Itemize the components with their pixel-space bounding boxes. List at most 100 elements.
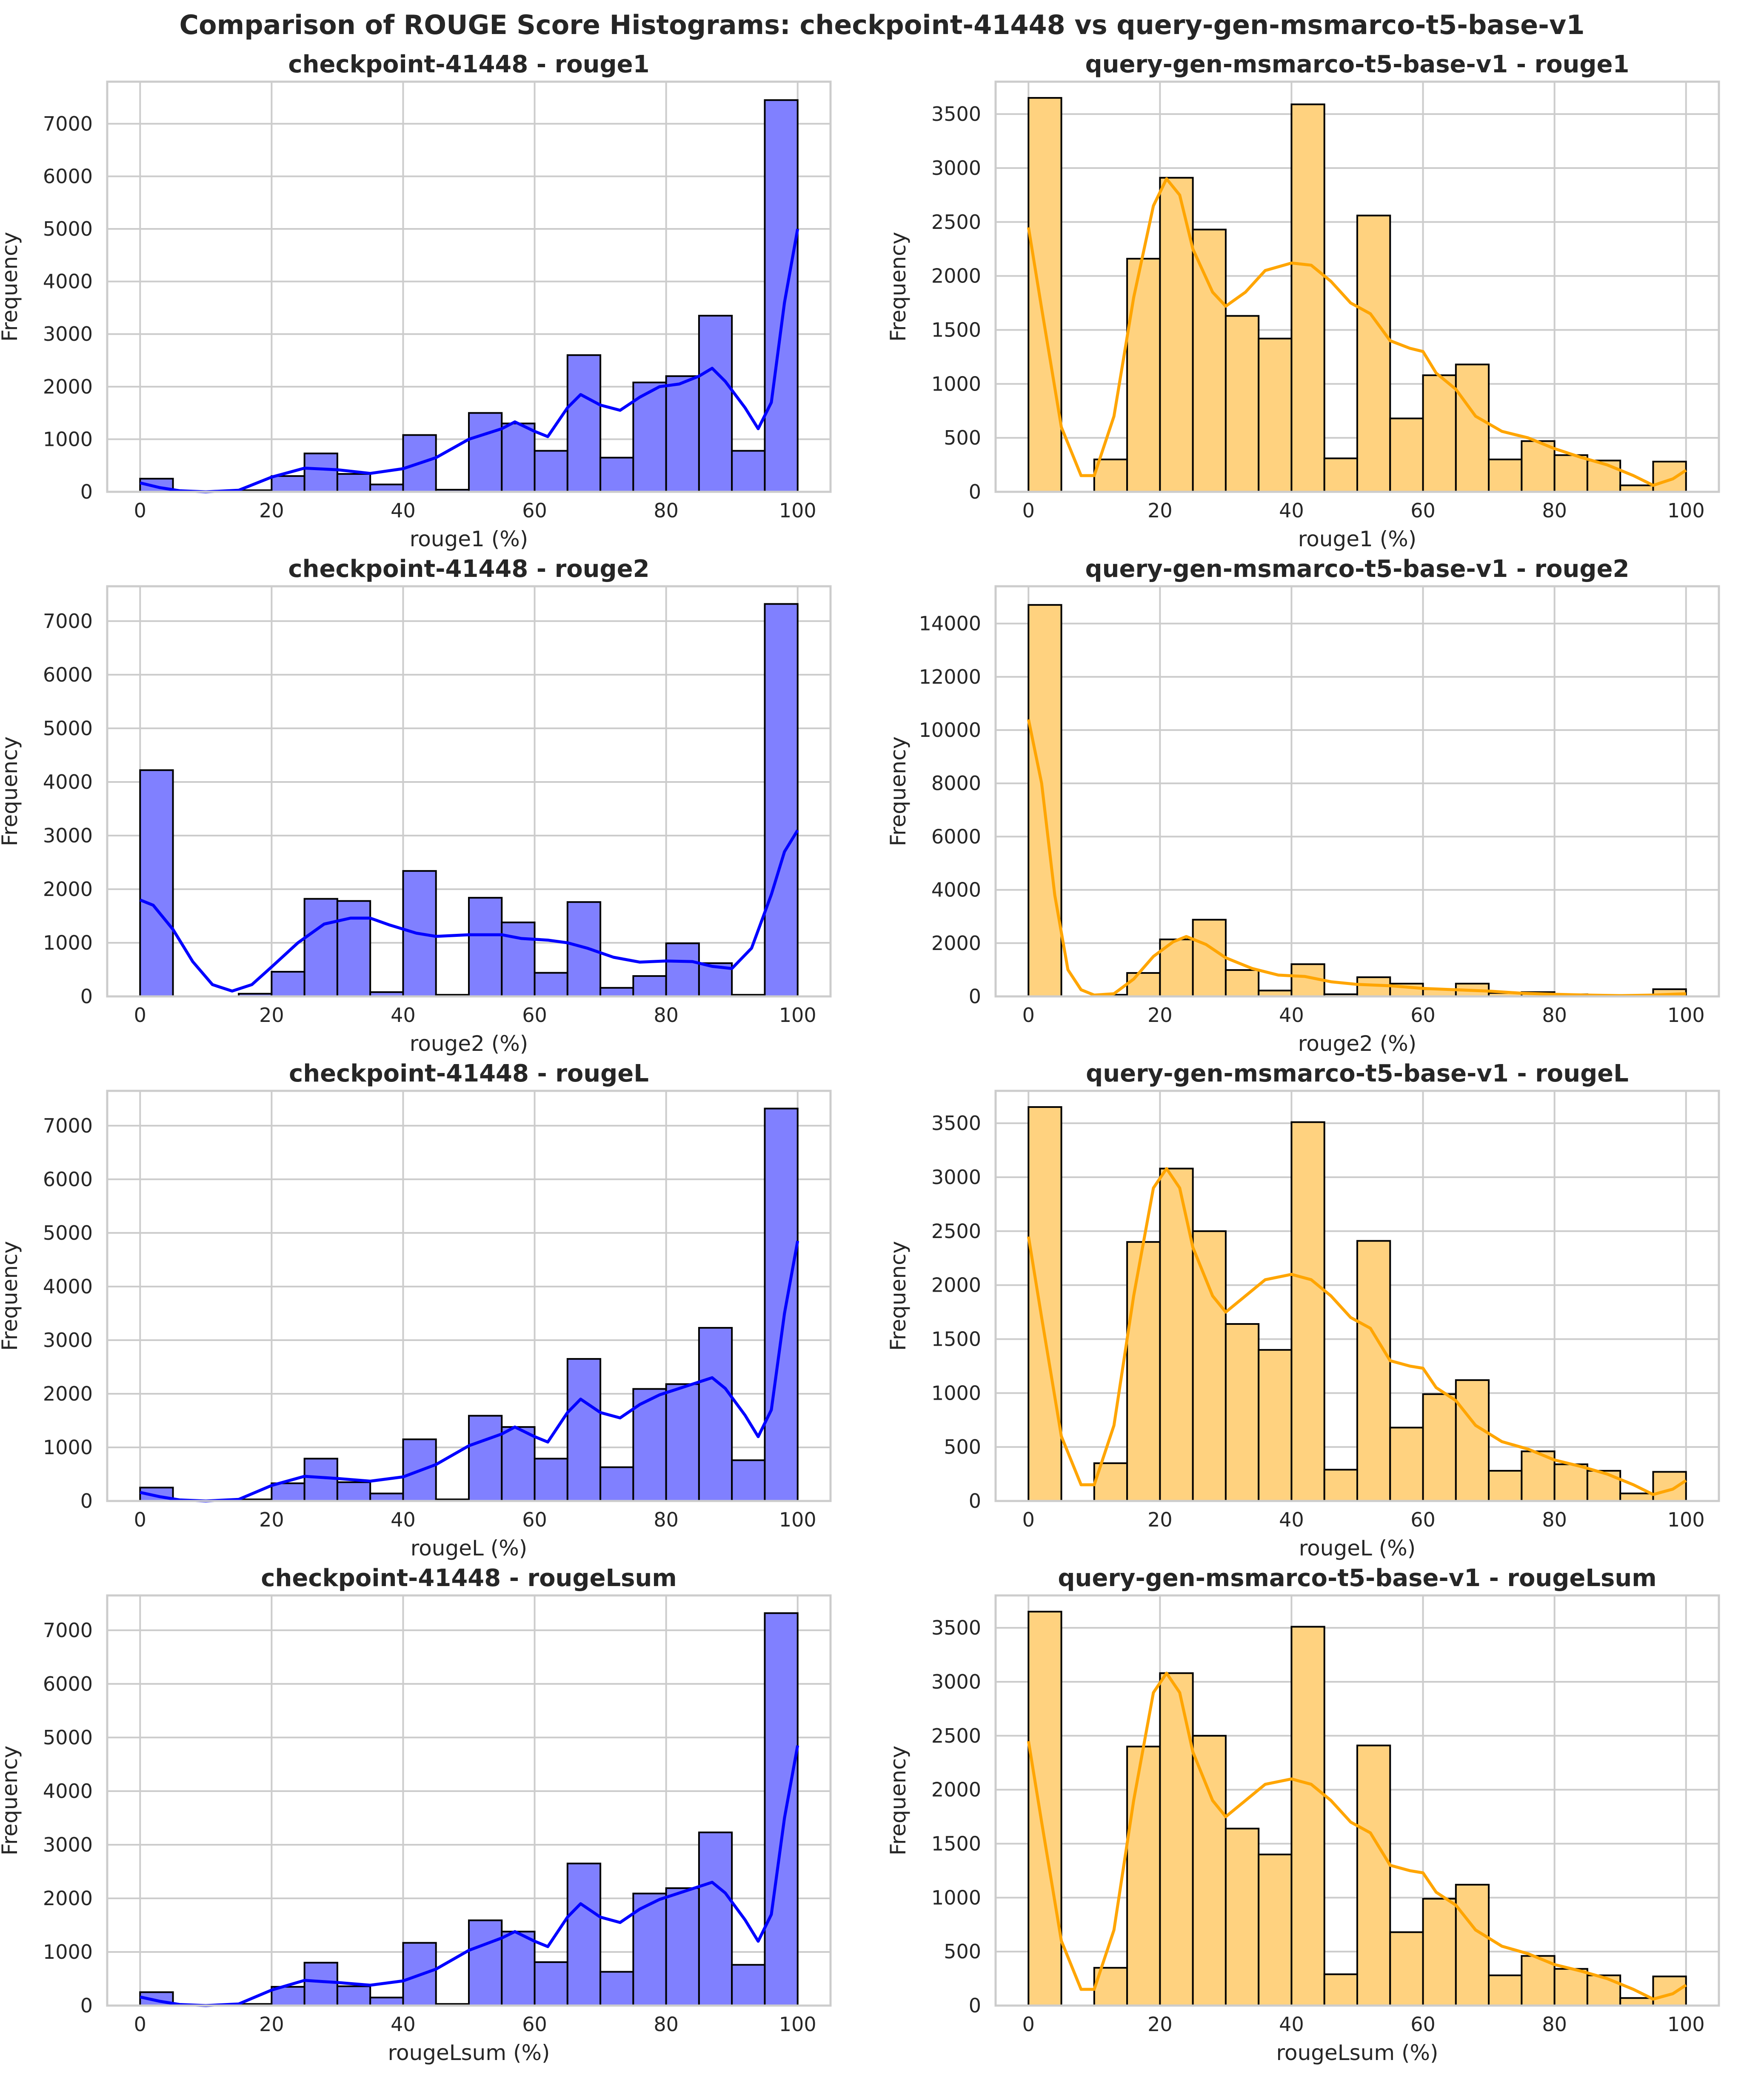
y-tick-label: 3500 — [931, 103, 981, 126]
x-axis-label: rougeL (%) — [411, 1536, 528, 1561]
y-tick-label: 500 — [944, 1940, 981, 1963]
histogram-bar — [534, 450, 568, 493]
y-tick-label: 0 — [80, 1994, 93, 2017]
histogram-bar — [468, 1415, 503, 1502]
plot-frame — [994, 80, 1720, 493]
y-tick-label: 3500 — [931, 1112, 981, 1135]
chart-panel-2: 0 20 40 60 80 1000500100015002000250030003500… — [886, 51, 1720, 551]
chart-panel-8: 0 20 40 60 80 1000500100015002000250030003500… — [886, 1564, 1720, 2065]
histogram-bar — [1586, 459, 1621, 493]
x-tick-label: 20 — [1147, 1004, 1173, 1027]
kde-line — [140, 1745, 799, 2007]
plot-frame — [106, 80, 832, 493]
x-tick-label: 100 — [1667, 1508, 1705, 1531]
histogram-bar — [1488, 1470, 1523, 1502]
x-tick-label: 0 — [1022, 499, 1035, 522]
histogram-bar — [1225, 315, 1260, 493]
histogram-bar — [1553, 1463, 1588, 1502]
x-axis-label: rouge1 (%) — [410, 527, 528, 551]
histogram-bar — [369, 483, 404, 493]
y-axis-label: Frequency — [0, 232, 22, 342]
histogram-bar — [1488, 458, 1523, 493]
histogram-bar — [1323, 1973, 1359, 2007]
plot-frame — [106, 585, 832, 998]
kde-line — [1027, 1167, 1687, 1496]
histogram-bar — [501, 422, 536, 493]
y-tick-label: 2000 — [43, 878, 93, 901]
histogram-bar — [303, 1962, 338, 2006]
y-tick-label: 6000 — [931, 825, 981, 848]
y-tick-label: 1500 — [931, 1832, 981, 1855]
histogram-bar — [665, 1383, 700, 1502]
panel-title: query-gen-msmarco-t5-base-v1 - rouge1 — [1085, 51, 1630, 78]
histogram-bar — [566, 901, 602, 998]
histogram-bar — [1389, 1931, 1424, 2006]
x-tick-label: 20 — [259, 1004, 284, 1027]
histogram-bar — [1619, 1997, 1654, 2007]
x-tick-label: 60 — [522, 1508, 547, 1531]
histogram-bar — [1126, 972, 1161, 998]
y-tick-label: 1500 — [931, 1327, 981, 1350]
histogram-bar — [764, 603, 799, 998]
histogram-bar — [1422, 1393, 1457, 1502]
y-tick-label: 1000 — [43, 1436, 93, 1459]
y-tick-label: 3000 — [43, 824, 93, 847]
x-tick-label: 80 — [1542, 2013, 1567, 2036]
histogram-bar — [336, 1481, 371, 1502]
y-tick-label: 12000 — [919, 665, 981, 688]
y-tick-label: 6000 — [43, 1672, 93, 1695]
histogram-bar — [336, 473, 371, 493]
histogram-bar — [271, 971, 305, 997]
x-tick-label: 0 — [134, 2013, 146, 2036]
y-tick-label: 2500 — [931, 211, 981, 234]
histogram-bar — [1389, 1427, 1424, 1502]
x-tick-label: 20 — [259, 499, 284, 522]
x-tick-label: 40 — [391, 2013, 416, 2036]
histogram-bar — [139, 769, 174, 997]
y-tick-label: 7000 — [43, 610, 93, 633]
x-tick-label: 0 — [134, 499, 146, 522]
x-tick-label: 20 — [1147, 1508, 1173, 1531]
x-axis-label: rouge2 (%) — [1298, 1031, 1416, 1056]
x-tick-label: 60 — [522, 2013, 547, 2036]
x-axis-label: rouge2 (%) — [410, 1031, 528, 1056]
histogram-bar — [534, 1961, 568, 2006]
kde-line — [140, 228, 799, 494]
x-tick-label: 0 — [1022, 1508, 1035, 1531]
histogram-bar — [1455, 363, 1490, 493]
x-tick-label: 40 — [1279, 499, 1304, 522]
y-axis-label: Frequency — [886, 1746, 911, 1855]
y-tick-label: 1500 — [931, 318, 981, 341]
x-axis-label: rougeLsum (%) — [388, 2040, 550, 2065]
y-tick-label: 2500 — [931, 1724, 981, 1747]
histogram-bar — [1290, 1121, 1325, 1502]
plot-frame — [106, 1090, 832, 1502]
histogram-bar — [1258, 337, 1293, 493]
histogram-bar — [501, 922, 536, 998]
panel-title: query-gen-msmarco-t5-base-v1 - rougeL — [1086, 1060, 1629, 1087]
histogram-bar — [1192, 228, 1227, 493]
histogram-bar — [303, 898, 338, 998]
histogram-bar — [1225, 1827, 1260, 2007]
y-tick-label: 0 — [80, 480, 93, 503]
x-tick-label: 100 — [779, 499, 816, 522]
y-tick-label: 10000 — [919, 719, 981, 742]
y-tick-label: 0 — [969, 1489, 981, 1512]
histogram-bar — [1323, 1469, 1359, 1502]
x-tick-label: 80 — [654, 1004, 679, 1027]
panel-title: query-gen-msmarco-t5-base-v1 - rougeLsum — [1058, 1564, 1656, 1592]
histogram-bar — [303, 452, 338, 493]
y-tick-label: 14000 — [919, 612, 981, 635]
x-tick-label: 60 — [1410, 2013, 1436, 2036]
panels: 0 20 40 60 80 1000100020003000400050006000700… — [0, 51, 1720, 2065]
histogram-bar — [1521, 1955, 1556, 2006]
histogram-bar — [336, 1985, 371, 2006]
y-tick-label: 1000 — [931, 372, 981, 395]
x-axis-label: rougeLsum (%) — [1276, 2040, 1439, 2065]
histogram-bar — [271, 1482, 305, 1502]
histogram-bar — [501, 1931, 536, 2007]
histogram-bar — [468, 412, 503, 493]
y-tick-label: 2000 — [931, 1778, 981, 1801]
x-tick-label: 100 — [779, 1508, 816, 1531]
